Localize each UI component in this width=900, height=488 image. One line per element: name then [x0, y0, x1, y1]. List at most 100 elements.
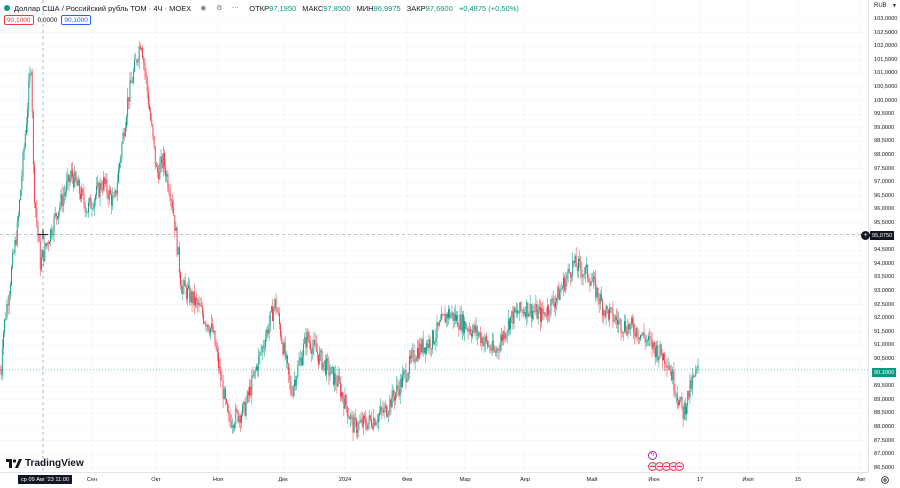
candle-body	[249, 386, 250, 396]
candle-body	[509, 319, 510, 330]
candle-body	[557, 287, 559, 298]
candle-body	[576, 267, 578, 272]
price-chart[interactable]	[0, 0, 868, 472]
candle-body	[643, 332, 645, 338]
candle-body	[251, 375, 253, 396]
candle-body	[150, 110, 152, 120]
candle-body	[200, 306, 202, 307]
price-tick: 100,5000	[874, 84, 898, 90]
candle-body	[164, 153, 165, 167]
candle-body	[642, 332, 644, 336]
candle-body	[678, 400, 679, 406]
candle-body	[396, 385, 398, 393]
time-tick: 15	[794, 477, 802, 483]
candle-body	[471, 333, 472, 337]
symbol-legend: Доллар США / Российский рубль ТОМ · 4Ч ·…	[4, 2, 519, 14]
candle-body	[689, 380, 691, 398]
candle-body	[145, 71, 147, 78]
candle-body	[176, 227, 178, 255]
candle-body	[247, 391, 249, 396]
candle-body	[618, 320, 620, 325]
candle-body	[522, 310, 524, 314]
candle-body	[115, 190, 117, 194]
candle-body	[210, 327, 211, 334]
candle-body	[259, 352, 261, 356]
time-tick: Авг	[856, 477, 866, 483]
buy-button[interactable]: 90,1000	[61, 15, 91, 25]
eye-icon[interactable]: ◉	[200, 5, 207, 12]
settings-icon[interactable]: ⚙	[216, 5, 223, 12]
candle-body	[381, 407, 383, 411]
time-tick: Июн	[648, 477, 660, 483]
candle-body	[35, 202, 37, 209]
candle-body	[497, 348, 499, 351]
more-icon[interactable]: ⋯	[231, 5, 239, 12]
candle-body	[511, 311, 513, 317]
last-price-label: 90,1000	[872, 368, 897, 377]
candle-body	[371, 419, 372, 427]
time-tick: Ноя	[212, 477, 224, 483]
candle-body	[184, 280, 186, 288]
candle-body	[676, 394, 678, 401]
candle-body	[666, 364, 668, 368]
candle-body	[584, 266, 586, 274]
candle-body	[634, 332, 636, 337]
candle-body	[203, 314, 204, 323]
candle-body	[284, 342, 286, 359]
candle-body	[327, 358, 329, 362]
candle-body	[216, 349, 218, 353]
currency-label[interactable]: RUB	[874, 3, 887, 9]
candle-body	[45, 243, 47, 247]
candle-body	[8, 295, 10, 306]
price-tick: 93,0000	[874, 288, 895, 294]
candle-body	[377, 415, 379, 423]
candle-body	[457, 315, 459, 327]
candle-body	[369, 415, 371, 420]
candle-body	[296, 376, 298, 386]
crosshair-time-label: ср 09 Авг '23 11:00	[18, 475, 72, 484]
symbol-title[interactable]: Доллар США / Российский рубль ТОМ · 4Ч ·…	[14, 3, 192, 13]
candle-body	[123, 132, 125, 137]
candle-body	[220, 366, 222, 381]
price-axis[interactable]: 103,0000 102,5000 102,0000 101,5000 101,0000…	[868, 0, 900, 472]
candle-body	[682, 406, 684, 419]
candle-body	[313, 340, 315, 348]
candle-body	[292, 386, 294, 396]
candle-body	[330, 367, 332, 374]
lightning-icon[interactable]: ϟ	[648, 451, 657, 460]
us-flag-icon[interactable]	[675, 462, 684, 471]
gear-icon[interactable]	[880, 475, 890, 485]
candle-body	[335, 373, 337, 384]
candle-body	[491, 341, 493, 352]
candle-body	[558, 287, 560, 301]
price-tick: 102,0000	[874, 43, 898, 50]
candle-body	[72, 170, 73, 177]
candle-body	[68, 174, 70, 183]
candle-body	[694, 375, 696, 377]
candle-body	[231, 425, 233, 428]
candle-body	[536, 304, 538, 319]
time-axis[interactable]: Сен Окт Ноя Дек 2024 Фев Мар Апр Май Июн 17 Июл 15 Ав…	[0, 472, 868, 488]
candle-body	[170, 200, 172, 202]
candle-body	[527, 302, 529, 317]
sell-button[interactable]: 90,1000	[4, 15, 34, 25]
candle-body	[60, 194, 62, 207]
tradingview-logo[interactable]: TradingView	[6, 458, 84, 469]
candle-body	[169, 193, 171, 201]
candle-body	[97, 182, 99, 186]
candle-body	[513, 307, 515, 324]
plus-circle-icon[interactable]: +	[861, 231, 870, 240]
candle-body	[679, 400, 681, 406]
candle-body	[152, 124, 154, 137]
candle-body	[598, 298, 600, 304]
candle-body	[592, 276, 594, 282]
candle-body	[383, 407, 385, 413]
candle-body	[607, 309, 609, 320]
time-tick: Окт	[151, 477, 161, 483]
chevron-down-icon[interactable]: ▼	[892, 3, 897, 9]
candle-body	[410, 356, 411, 359]
time-tick: Май	[586, 477, 598, 483]
candle-body	[649, 336, 651, 339]
candle-body	[230, 420, 232, 428]
candle-body	[122, 132, 124, 144]
